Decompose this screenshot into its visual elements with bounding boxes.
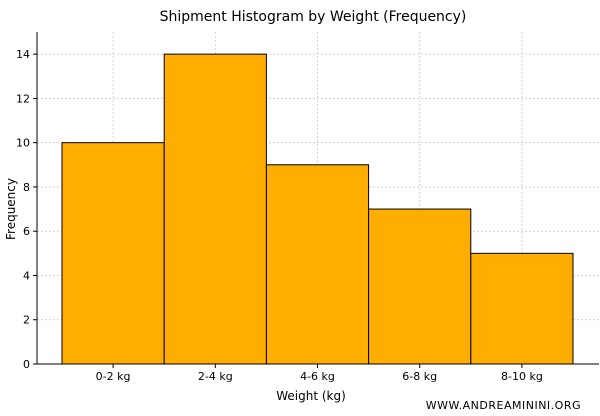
y-axis-label: Frequency	[4, 178, 18, 240]
watermark: WWW.ANDREAMININI.ORG	[426, 399, 581, 412]
x-tick-label-3: 6-8 kg	[402, 370, 437, 383]
bar-6-8kg	[368, 208, 472, 365]
x-axis-label: Weight (kg)	[276, 389, 346, 403]
bar-2-4kg	[163, 53, 267, 365]
x-tick-label-2: 4-6 kg	[300, 370, 335, 383]
y-tick-label-14: 14	[16, 48, 30, 61]
y-tick-label-8: 8	[23, 181, 30, 194]
y-tick-label-4: 4	[23, 269, 30, 282]
y-tick-label-10: 10	[16, 137, 30, 150]
bar-4-6kg	[265, 164, 370, 365]
bar-0-2kg	[61, 142, 165, 365]
y-tick-label-12: 12	[16, 92, 30, 105]
ticks: 0 2 4 6 8 10 12 14 0-2 kg 2-4 kg 4-6 kg 6-8 kg 8-10 …	[16, 48, 543, 383]
x-tick-label-0: 0-2 kg	[96, 370, 131, 383]
x-tick-label-1: 2-4 kg	[198, 370, 233, 383]
y-tick-label-6: 6	[23, 225, 30, 238]
bars	[61, 53, 574, 365]
x-tick-label-4: 8-10 kg	[501, 370, 543, 383]
bar-8-10kg	[470, 252, 574, 365]
y-tick-label-0: 0	[23, 358, 30, 371]
y-tick-label-2: 2	[23, 314, 30, 327]
chart-title: Shipment Histogram by Weight (Frequency)	[160, 9, 467, 25]
